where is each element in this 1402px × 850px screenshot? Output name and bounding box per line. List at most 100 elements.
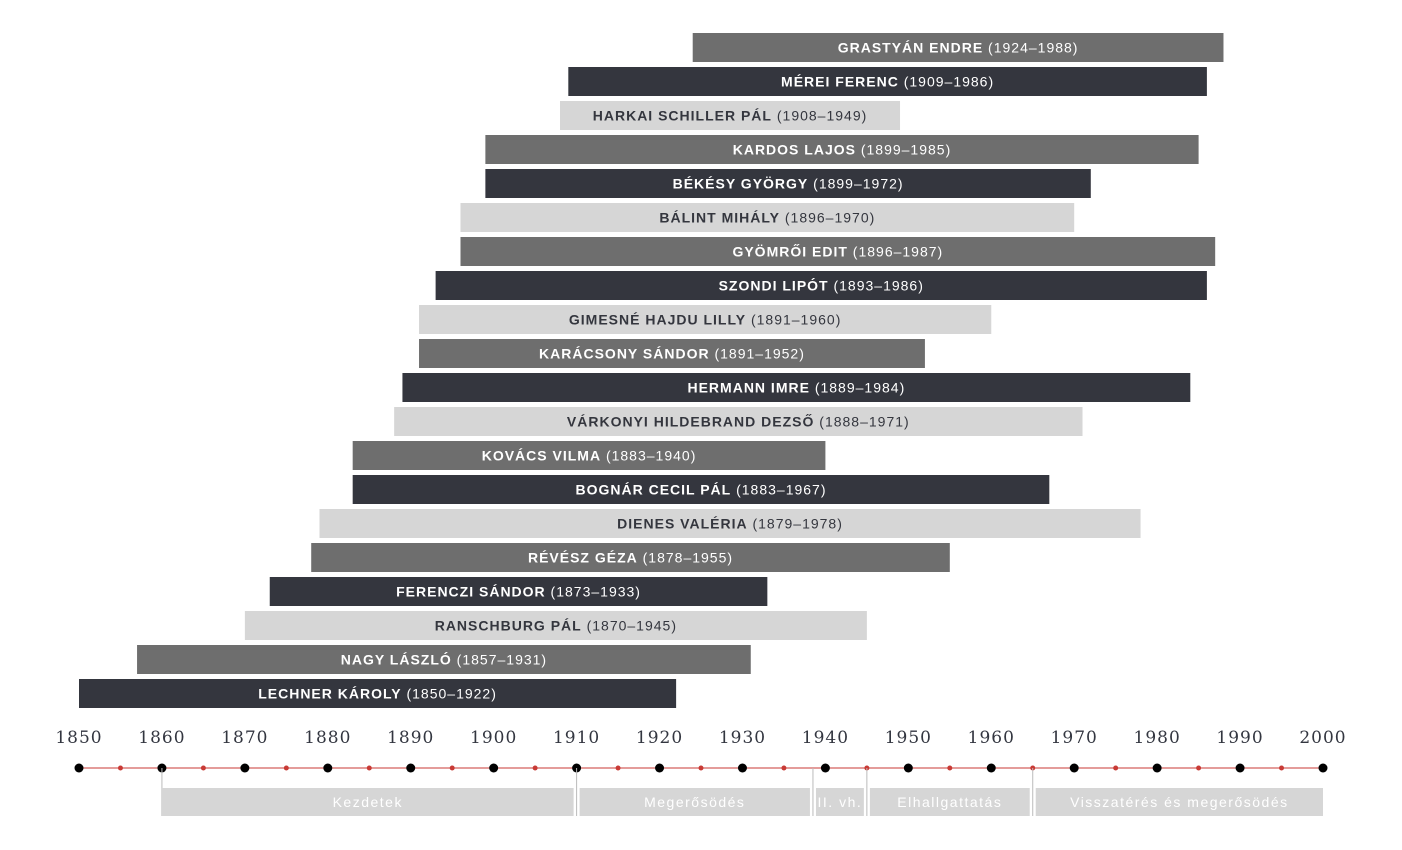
person-bar-group: RANSCHBURG PÁL (1870–1945) bbox=[244, 611, 867, 640]
minor-tick-dot bbox=[532, 765, 538, 771]
person-bar-group: NAGY LÁSZLÓ (1857–1931) bbox=[137, 645, 751, 674]
bar-label: NAGY LÁSZLÓ (1857–1931) bbox=[341, 651, 547, 668]
lifespan-bar bbox=[79, 679, 677, 708]
major-tick-dot bbox=[489, 763, 499, 773]
period-band bbox=[161, 788, 574, 816]
person-name: SZONDI LIPÓT bbox=[719, 277, 829, 294]
person-years: (1889–1984) bbox=[810, 380, 905, 396]
person-bar-group: KOVÁCS VILMA (1883–1940) bbox=[352, 441, 826, 470]
lifespan-bar bbox=[402, 373, 1191, 402]
bar-label: GYÖMRŐI EDIT (1896–1987) bbox=[732, 243, 943, 260]
lifespan-bar bbox=[485, 135, 1199, 164]
year-tick-label: 1860 bbox=[138, 728, 185, 748]
year-tick-label: 1920 bbox=[636, 728, 683, 748]
bar-label: HARKAI SCHILLER PÁL (1908–1949) bbox=[593, 108, 868, 124]
lifespan-bar bbox=[692, 33, 1224, 62]
person-years: (1891–1960) bbox=[746, 312, 841, 328]
period-band-group: Visszatérés és megerősödés bbox=[1032, 768, 1323, 816]
bar-label: RANSCHBURG PÁL (1870–1945) bbox=[435, 618, 677, 634]
period-band-group: Kezdetek bbox=[161, 768, 574, 816]
lifespan-bar bbox=[269, 577, 768, 606]
lifespan-bar bbox=[419, 339, 925, 368]
timeline-axis: 1850 1860 1870 1880 1890 1900 1910 1920 1930 1940… bbox=[55, 728, 1346, 773]
person-name: GRASTYÁN ENDRE bbox=[838, 40, 983, 56]
bar-label: DIENES VALÉRIA (1879–1978) bbox=[617, 516, 843, 532]
lifespan-bar bbox=[311, 543, 950, 572]
period-band bbox=[579, 788, 810, 816]
person-name: VÁRKONYI HILDEBRAND DEZSŐ bbox=[567, 413, 814, 430]
minor-tick-dot bbox=[117, 765, 123, 771]
year-tick-label: 1930 bbox=[719, 728, 766, 748]
lifespan-bar bbox=[460, 203, 1075, 232]
major-tick-dot bbox=[1152, 763, 1162, 773]
bar-label: SZONDI LIPÓT (1893–1986) bbox=[719, 277, 924, 294]
major-tick-dot bbox=[1318, 763, 1328, 773]
period-label: Kezdetek bbox=[333, 794, 403, 810]
bar-label: HERMANN IMRE (1889–1984) bbox=[687, 380, 905, 396]
person-name: RÉVÉSZ GÉZA bbox=[528, 550, 638, 566]
year-tick-label: 1900 bbox=[470, 728, 517, 748]
bar-label: VÁRKONYI HILDEBRAND DEZSŐ (1888–1971) bbox=[567, 413, 910, 430]
person-bar-group: GYÖMRŐI EDIT (1896–1987) bbox=[460, 237, 1216, 266]
bar-label: KARÁCSONY SÁNDOR (1891–1952) bbox=[539, 346, 805, 362]
person-bar-group: VÁRKONYI HILDEBRAND DEZSŐ (1888–1971) bbox=[394, 407, 1083, 436]
major-tick-dot bbox=[1069, 763, 1079, 773]
major-tick-dot bbox=[1235, 763, 1245, 773]
person-years: (1850–1922) bbox=[402, 686, 497, 702]
period-label: Elhallgattatás bbox=[897, 794, 1002, 810]
minor-tick-dot bbox=[449, 765, 455, 771]
person-years: (1870–1945) bbox=[582, 618, 677, 634]
lifespan-bar bbox=[244, 611, 867, 640]
minor-tick-dot bbox=[366, 765, 372, 771]
lifespan-bar bbox=[319, 509, 1141, 538]
lifespan-bar bbox=[419, 305, 992, 334]
person-bar-group: DIENES VALÉRIA (1879–1978) bbox=[319, 509, 1141, 538]
period-band-group: Elhallgattatás bbox=[866, 768, 1030, 816]
person-bar-group: MÉREI FERENC (1909–1986) bbox=[568, 67, 1207, 96]
minor-tick-dot bbox=[1279, 765, 1285, 771]
year-tick-label: 1890 bbox=[387, 728, 434, 748]
bar-label: KARDOS LAJOS (1899–1985) bbox=[733, 142, 952, 158]
person-bar-group: HERMANN IMRE (1889–1984) bbox=[402, 373, 1191, 402]
bar-label: GIMESNÉ HAJDU LILLY (1891–1960) bbox=[569, 312, 841, 328]
year-tick-label: 1850 bbox=[55, 728, 102, 748]
bar-label: RÉVÉSZ GÉZA (1878–1955) bbox=[528, 550, 733, 566]
period-label: Visszatérés és megerősödés bbox=[1070, 794, 1289, 810]
period-band bbox=[869, 788, 1030, 816]
person-bar-group: BÉKÉSY GYÖRGY (1899–1972) bbox=[485, 169, 1091, 198]
person-name: GIMESNÉ HAJDU LILLY bbox=[569, 312, 746, 328]
person-name: LECHNER KÁROLY bbox=[258, 686, 401, 702]
person-years: (1888–1971) bbox=[814, 414, 909, 430]
bar-label: LECHNER KÁROLY (1850–1922) bbox=[258, 686, 497, 702]
year-tick-label: 1980 bbox=[1134, 728, 1181, 748]
person-bar-group: KARDOS LAJOS (1899–1985) bbox=[485, 135, 1199, 164]
minor-tick-dot bbox=[698, 765, 704, 771]
year-tick-label: 1880 bbox=[304, 728, 351, 748]
person-name: MÉREI FERENC bbox=[781, 74, 899, 90]
lifespan-bar bbox=[352, 475, 1050, 504]
person-years: (1909–1986) bbox=[899, 74, 994, 90]
period-label: II. vh. bbox=[818, 794, 863, 810]
person-years: (1899–1972) bbox=[808, 176, 903, 192]
major-tick-dot bbox=[406, 763, 416, 773]
person-years: (1893–1986) bbox=[829, 278, 924, 294]
person-bar-group: BÁLINT MIHÁLY (1896–1970) bbox=[460, 203, 1075, 232]
minor-tick-dot bbox=[615, 765, 621, 771]
person-name: HERMANN IMRE bbox=[687, 380, 809, 396]
person-name: NAGY LÁSZLÓ bbox=[341, 651, 452, 668]
person-bar-group: FERENCZI SÁNDOR (1873–1933) bbox=[269, 577, 768, 606]
minor-tick-dot bbox=[200, 765, 206, 771]
person-name: HARKAI SCHILLER PÁL bbox=[593, 108, 772, 124]
person-years: (1899–1985) bbox=[856, 142, 951, 158]
lifespan-bar bbox=[460, 237, 1216, 266]
lifespan-bar bbox=[137, 645, 751, 674]
minor-tick-dot bbox=[947, 765, 953, 771]
major-tick-dot bbox=[903, 763, 913, 773]
person-bar-group: KARÁCSONY SÁNDOR (1891–1952) bbox=[419, 339, 925, 368]
person-name: FERENCZI SÁNDOR bbox=[396, 584, 546, 600]
person-name: KARÁCSONY SÁNDOR bbox=[539, 346, 710, 362]
bar-label: BÁLINT MIHÁLY (1896–1970) bbox=[659, 210, 875, 226]
lifespan-bar bbox=[435, 271, 1207, 300]
minor-tick-dot bbox=[283, 765, 289, 771]
person-years: (1883–1940) bbox=[601, 448, 696, 464]
